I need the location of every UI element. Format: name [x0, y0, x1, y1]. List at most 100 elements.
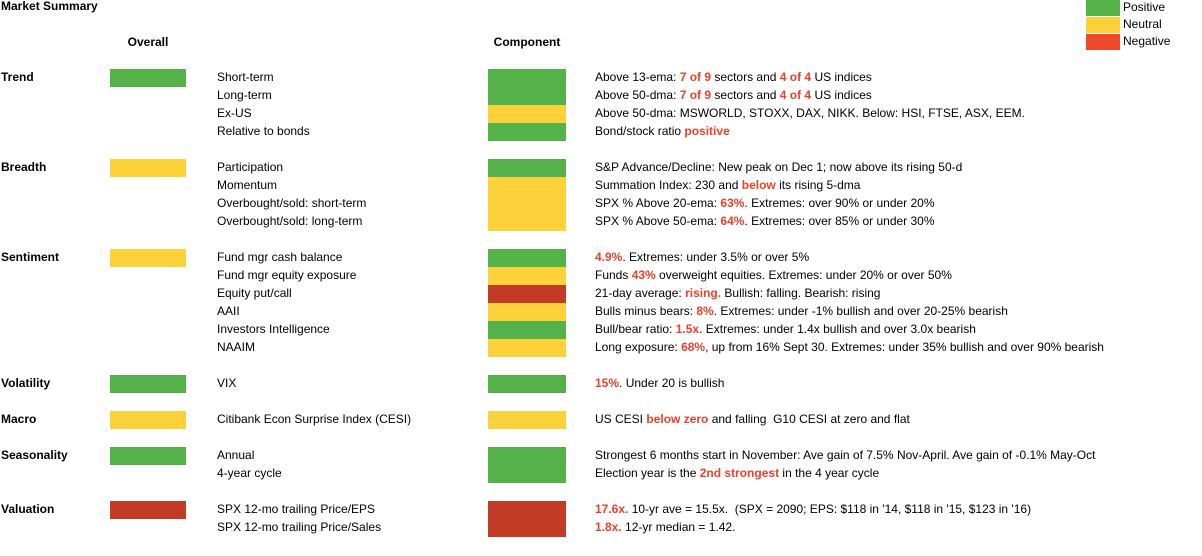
detail-segment: 1.5x: [676, 322, 700, 336]
row-label: Investors Intelligence: [217, 322, 330, 336]
detail-segment: Bond/stock ratio: [595, 124, 684, 138]
overall-status: [110, 69, 186, 87]
detail-segment: Election year is the: [595, 466, 700, 480]
detail-segment: . Extremes: over 90% or under 20%: [744, 196, 934, 210]
row-detail: Above 13-ema: 7 of 9 sectors and 4 of 4 …: [595, 70, 872, 84]
detail-segment: , up from 16% Sept 30. Extremes: under 3…: [705, 340, 1104, 354]
detail-segment: 43%: [632, 268, 656, 282]
row-label: Long-term: [217, 88, 272, 102]
page-title: Market Summary: [1, 0, 98, 13]
component-status: [488, 249, 566, 267]
detail-segment: below: [742, 178, 777, 192]
component-status: [488, 195, 566, 213]
row-label: SPX 12-mo trailing Price/EPS: [217, 502, 375, 516]
component-header: Component: [494, 35, 561, 49]
detail-segment: 4 of 4: [780, 70, 812, 84]
row-detail: SPX % Above 20-ema: 63%. Extremes: over …: [595, 196, 935, 210]
detail-segment: 7 of 9: [680, 70, 712, 84]
detail-segment: US CESI: [595, 412, 646, 426]
component-status: [488, 177, 566, 195]
detail-segment: 17.6x.: [595, 502, 628, 516]
legend-label: Neutral: [1123, 17, 1162, 31]
group-name: Seasonality: [1, 448, 68, 462]
detail-segment: . Extremes: over 85% or under 30%: [744, 214, 934, 228]
detail-segment: 63%: [720, 196, 744, 210]
component-status: [488, 339, 566, 357]
detail-segment: sectors and: [711, 88, 780, 102]
row-label: Overbought/sold: long-term: [217, 214, 362, 228]
row-label: Fund mgr cash balance: [217, 250, 343, 264]
overall-status: [110, 411, 186, 429]
row-detail: Above 50-dma: 7 of 9 sectors and 4 of 4 …: [595, 88, 872, 102]
detail-segment: . Extremes: under 1.4x bullish and over …: [699, 322, 976, 336]
detail-segment: 10-yr ave = 15.5x. (SPX = 2090; EPS: $11…: [628, 502, 1031, 516]
group-name: Breadth: [1, 160, 46, 174]
group-name: Valuation: [1, 502, 54, 516]
row-detail: Strongest 6 months start in November: Av…: [595, 448, 1096, 462]
row-detail: Bull/bear ratio: 1.5x. Extremes: under 1…: [595, 322, 976, 336]
detail-segment: 4 of 4: [780, 88, 812, 102]
overall-status: [110, 447, 186, 465]
detail-segment: . Under 20 is bullish: [619, 376, 724, 390]
detail-segment: SPX % Above 50-ema:: [595, 214, 720, 228]
legend-label: Negative: [1123, 34, 1171, 48]
detail-segment: its rising 5-dma: [776, 178, 861, 192]
component-status: [488, 213, 566, 231]
row-detail: Bulls minus bears: 8%. Extremes: under -…: [595, 304, 1008, 318]
detail-segment: in the 4 year cycle: [779, 466, 879, 480]
detail-segment: Long exposure:: [595, 340, 681, 354]
row-detail: Election year is the 2nd strongest in th…: [595, 466, 879, 480]
detail-segment: Above 50-dma: MSWORLD, STOXX, DAX, NIKK.…: [595, 106, 1025, 120]
row-detail: Funds 43% overweight equities. Extremes:…: [595, 268, 952, 282]
row-label: Fund mgr equity exposure: [217, 268, 357, 282]
detail-segment: Bulls minus bears:: [595, 304, 696, 318]
component-status: [488, 465, 566, 483]
overall-status: [110, 159, 186, 177]
component-status: [488, 321, 566, 339]
row-label: Ex-US: [217, 106, 252, 120]
row-detail: S&P Advance/Decline: New peak on Dec 1; …: [595, 160, 962, 174]
row-label: Annual: [217, 448, 254, 462]
detail-segment: 2nd strongest: [700, 466, 779, 480]
detail-segment: US indices: [811, 88, 872, 102]
row-label: Citibank Econ Surprise Index (CESI): [217, 412, 411, 426]
detail-segment: 64%: [720, 214, 744, 228]
row-detail: Long exposure: 68%, up from 16% Sept 30.…: [595, 340, 1104, 354]
detail-segment: Above 50-dma:: [595, 88, 680, 102]
overall-status: [110, 249, 186, 267]
detail-segment: 21-day average:: [595, 286, 685, 300]
component-status: [488, 375, 566, 393]
row-detail: 1.8x. 12-yr median = 1.42.: [595, 520, 735, 534]
detail-segment: 4.9%: [595, 250, 623, 264]
group-name: Trend: [1, 70, 34, 84]
detail-segment: Funds: [595, 268, 632, 282]
detail-segment: 15%: [595, 376, 619, 390]
overall-status: [110, 375, 186, 393]
row-detail: 4.9%. Extremes: under 3.5% or over 5%: [595, 250, 809, 264]
group-name: Sentiment: [1, 250, 59, 264]
row-label: Relative to bonds: [217, 124, 310, 138]
legend-swatch: [1086, 17, 1120, 33]
row-label: SPX 12-mo trailing Price/Sales: [217, 520, 381, 534]
detail-segment: SPX % Above 20-ema:: [595, 196, 720, 210]
detail-segment: and falling G10 CESI at zero and flat: [708, 412, 910, 426]
detail-segment: 68%: [681, 340, 705, 354]
detail-segment: Bull/bear ratio:: [595, 322, 676, 336]
row-label: Short-term: [217, 70, 274, 84]
detail-segment: . Extremes: under -1% bullish and over 2…: [714, 304, 1008, 318]
overall-status: [110, 501, 186, 519]
row-detail: Summation Index: 230 and below its risin…: [595, 178, 861, 192]
component-status: [488, 159, 566, 177]
row-label: Momentum: [217, 178, 277, 192]
component-status: [488, 501, 566, 519]
row-label: Participation: [217, 160, 283, 174]
row-label: AAII: [217, 304, 240, 318]
component-status: [488, 69, 566, 87]
component-status: [488, 519, 566, 537]
detail-segment: Above 13-ema:: [595, 70, 680, 84]
detail-segment: Bullish: falling. Bearish: rising: [721, 286, 880, 300]
row-label: VIX: [217, 376, 236, 390]
detail-segment: 8%: [696, 304, 714, 318]
component-status: [488, 123, 566, 141]
